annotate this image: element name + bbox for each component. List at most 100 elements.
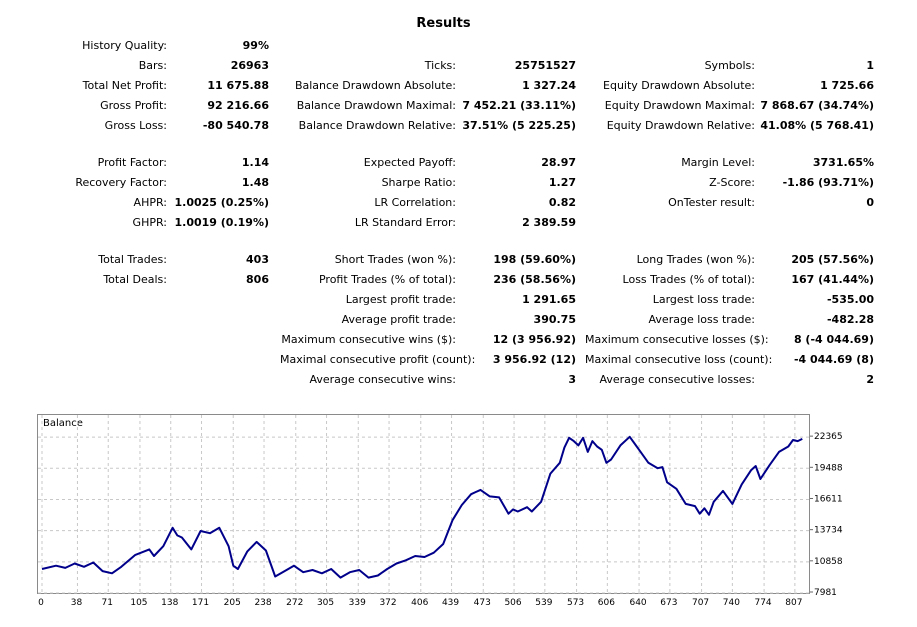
stat-value: 7 452.21 (33.11%) <box>462 99 576 112</box>
stat-value: 28.97 <box>541 156 576 169</box>
chart-plot-area <box>38 415 811 595</box>
stat-label: Average consecutive losses: <box>599 373 755 386</box>
x-tick-label: 38 <box>71 598 83 608</box>
stat-label: Balance Drawdown Absolute: <box>294 79 456 92</box>
stat-label: Sharpe Ratio: <box>381 176 456 189</box>
stat-label: Profit Factor: <box>97 156 167 169</box>
stat-value: 11 675.88 <box>207 79 269 92</box>
stat-value: 1.14 <box>241 156 269 169</box>
x-tick-label: 807 <box>785 598 802 608</box>
balance-series-line <box>41 435 803 579</box>
x-tick-label: 640 <box>629 598 646 608</box>
stat-label: Total Trades: <box>98 253 167 266</box>
x-tick-label: 238 <box>254 598 271 608</box>
stat-value: -4 044.69 (8) <box>793 353 874 366</box>
x-tick-label: 71 <box>102 598 113 608</box>
x-tick-label: 406 <box>411 598 428 608</box>
x-tick-label: 573 <box>567 598 584 608</box>
stat-label: Average profit trade: <box>341 313 456 326</box>
x-tick-label: 673 <box>660 598 677 608</box>
stat-value: 3 <box>568 373 576 386</box>
stat-label: Maximum consecutive losses ($): <box>585 333 769 346</box>
stat-value: 1.27 <box>548 176 576 189</box>
stat-value: 1 <box>866 59 874 72</box>
report-title: Results <box>416 16 471 31</box>
x-tick-label: 171 <box>192 598 209 608</box>
stat-value: 1 327.24 <box>522 79 576 92</box>
stat-value: 3 956.92 (12) <box>492 353 576 366</box>
stat-label: Expected Payoff: <box>363 156 456 169</box>
stat-value: 12 (3 956.92) <box>492 333 576 346</box>
x-tick-label: 0 <box>38 598 44 608</box>
stat-label: Z-Score: <box>709 176 755 189</box>
x-tick-label: 606 <box>598 598 615 608</box>
balance-chart: Balance <box>37 414 811 595</box>
stat-value: 99% <box>242 39 269 52</box>
stat-label: Gross Loss: <box>104 119 167 132</box>
stat-label: Equity Drawdown Maximal: <box>604 99 755 112</box>
stat-value: 37.51% (5 225.25) <box>462 119 576 132</box>
stat-label: Recovery Factor: <box>75 176 167 189</box>
stat-value: 1 725.66 <box>820 79 874 92</box>
stat-label: Maximal consecutive profit (count): <box>280 353 476 366</box>
stat-value: 390.75 <box>533 313 576 326</box>
x-tick-label: 305 <box>317 598 334 608</box>
stat-value: 806 <box>246 273 269 286</box>
stat-label: Gross Profit: <box>100 99 167 112</box>
stat-label: GHPR: <box>132 216 167 229</box>
x-tick-label: 774 <box>754 598 771 608</box>
stat-value: 7 868.67 (34.74%) <box>760 99 874 112</box>
chart-title: Balance <box>43 418 83 429</box>
x-tick-label: 506 <box>504 598 521 608</box>
stat-value: -1.86 (93.71%) <box>782 176 874 189</box>
x-tick-label: 105 <box>130 598 147 608</box>
stat-value: 236 (58.56%) <box>493 273 576 286</box>
x-tick-label: 539 <box>535 598 552 608</box>
stat-value: 1.0025 (0.25%) <box>174 196 270 209</box>
x-tick-label: 272 <box>286 598 303 608</box>
x-tick-label: 372 <box>379 598 396 608</box>
stat-value: 198 (59.60%) <box>493 253 576 266</box>
y-tick-label: 19488 <box>814 463 843 473</box>
x-tick-label: 339 <box>349 598 366 608</box>
stat-label: Short Trades (won %): <box>334 253 456 266</box>
stat-label: Balance Drawdown Maximal: <box>296 99 456 112</box>
stat-value: 205 (57.56%) <box>791 253 874 266</box>
stat-value: 3731.65% <box>812 156 874 169</box>
stat-label: Largest loss trade: <box>652 293 755 306</box>
stat-value: 92 216.66 <box>207 99 269 112</box>
stat-label: Equity Drawdown Absolute: <box>603 79 755 92</box>
stat-label: Total Deals: <box>103 273 167 286</box>
stat-value: 2 <box>866 373 874 386</box>
stat-label: Loss Trades (% of total): <box>622 273 755 286</box>
x-tick-label: 740 <box>723 598 740 608</box>
stat-label: Average consecutive wins: <box>309 373 456 386</box>
stat-label: OnTester result: <box>668 196 755 209</box>
x-tick-label: 707 <box>692 598 709 608</box>
y-tick-label: 22365 <box>814 432 843 442</box>
x-tick-label: 205 <box>224 598 241 608</box>
stat-label: Equity Drawdown Relative: <box>606 119 755 132</box>
y-tick-label: 13734 <box>814 526 843 536</box>
stat-label: Symbols: <box>704 59 755 72</box>
stat-value: 25751527 <box>514 59 576 72</box>
stat-label: Profit Trades (% of total): <box>318 273 456 286</box>
stat-label: Total Net Profit: <box>82 79 167 92</box>
stat-value: -482.28 <box>826 313 874 326</box>
stat-value: 2 389.59 <box>522 216 576 229</box>
stat-label: Bars: <box>138 59 167 72</box>
stat-value: 1.48 <box>241 176 269 189</box>
stat-label: LR Correlation: <box>374 196 456 209</box>
stat-label: Maximum consecutive wins ($): <box>281 333 456 346</box>
stat-value: -80 540.78 <box>202 119 269 132</box>
stat-label: Balance Drawdown Relative: <box>298 119 456 132</box>
x-tick-label: 138 <box>161 598 178 608</box>
stat-label: History Quality: <box>82 39 167 52</box>
y-tick-label: 10858 <box>814 557 843 567</box>
stat-value: 41.08% (5 768.41) <box>760 119 874 132</box>
y-tick-label: 16611 <box>814 494 843 504</box>
y-tick-label: 7981 <box>814 588 837 598</box>
x-tick-label: 473 <box>474 598 491 608</box>
stat-value: 8 (-4 044.69) <box>793 333 874 346</box>
